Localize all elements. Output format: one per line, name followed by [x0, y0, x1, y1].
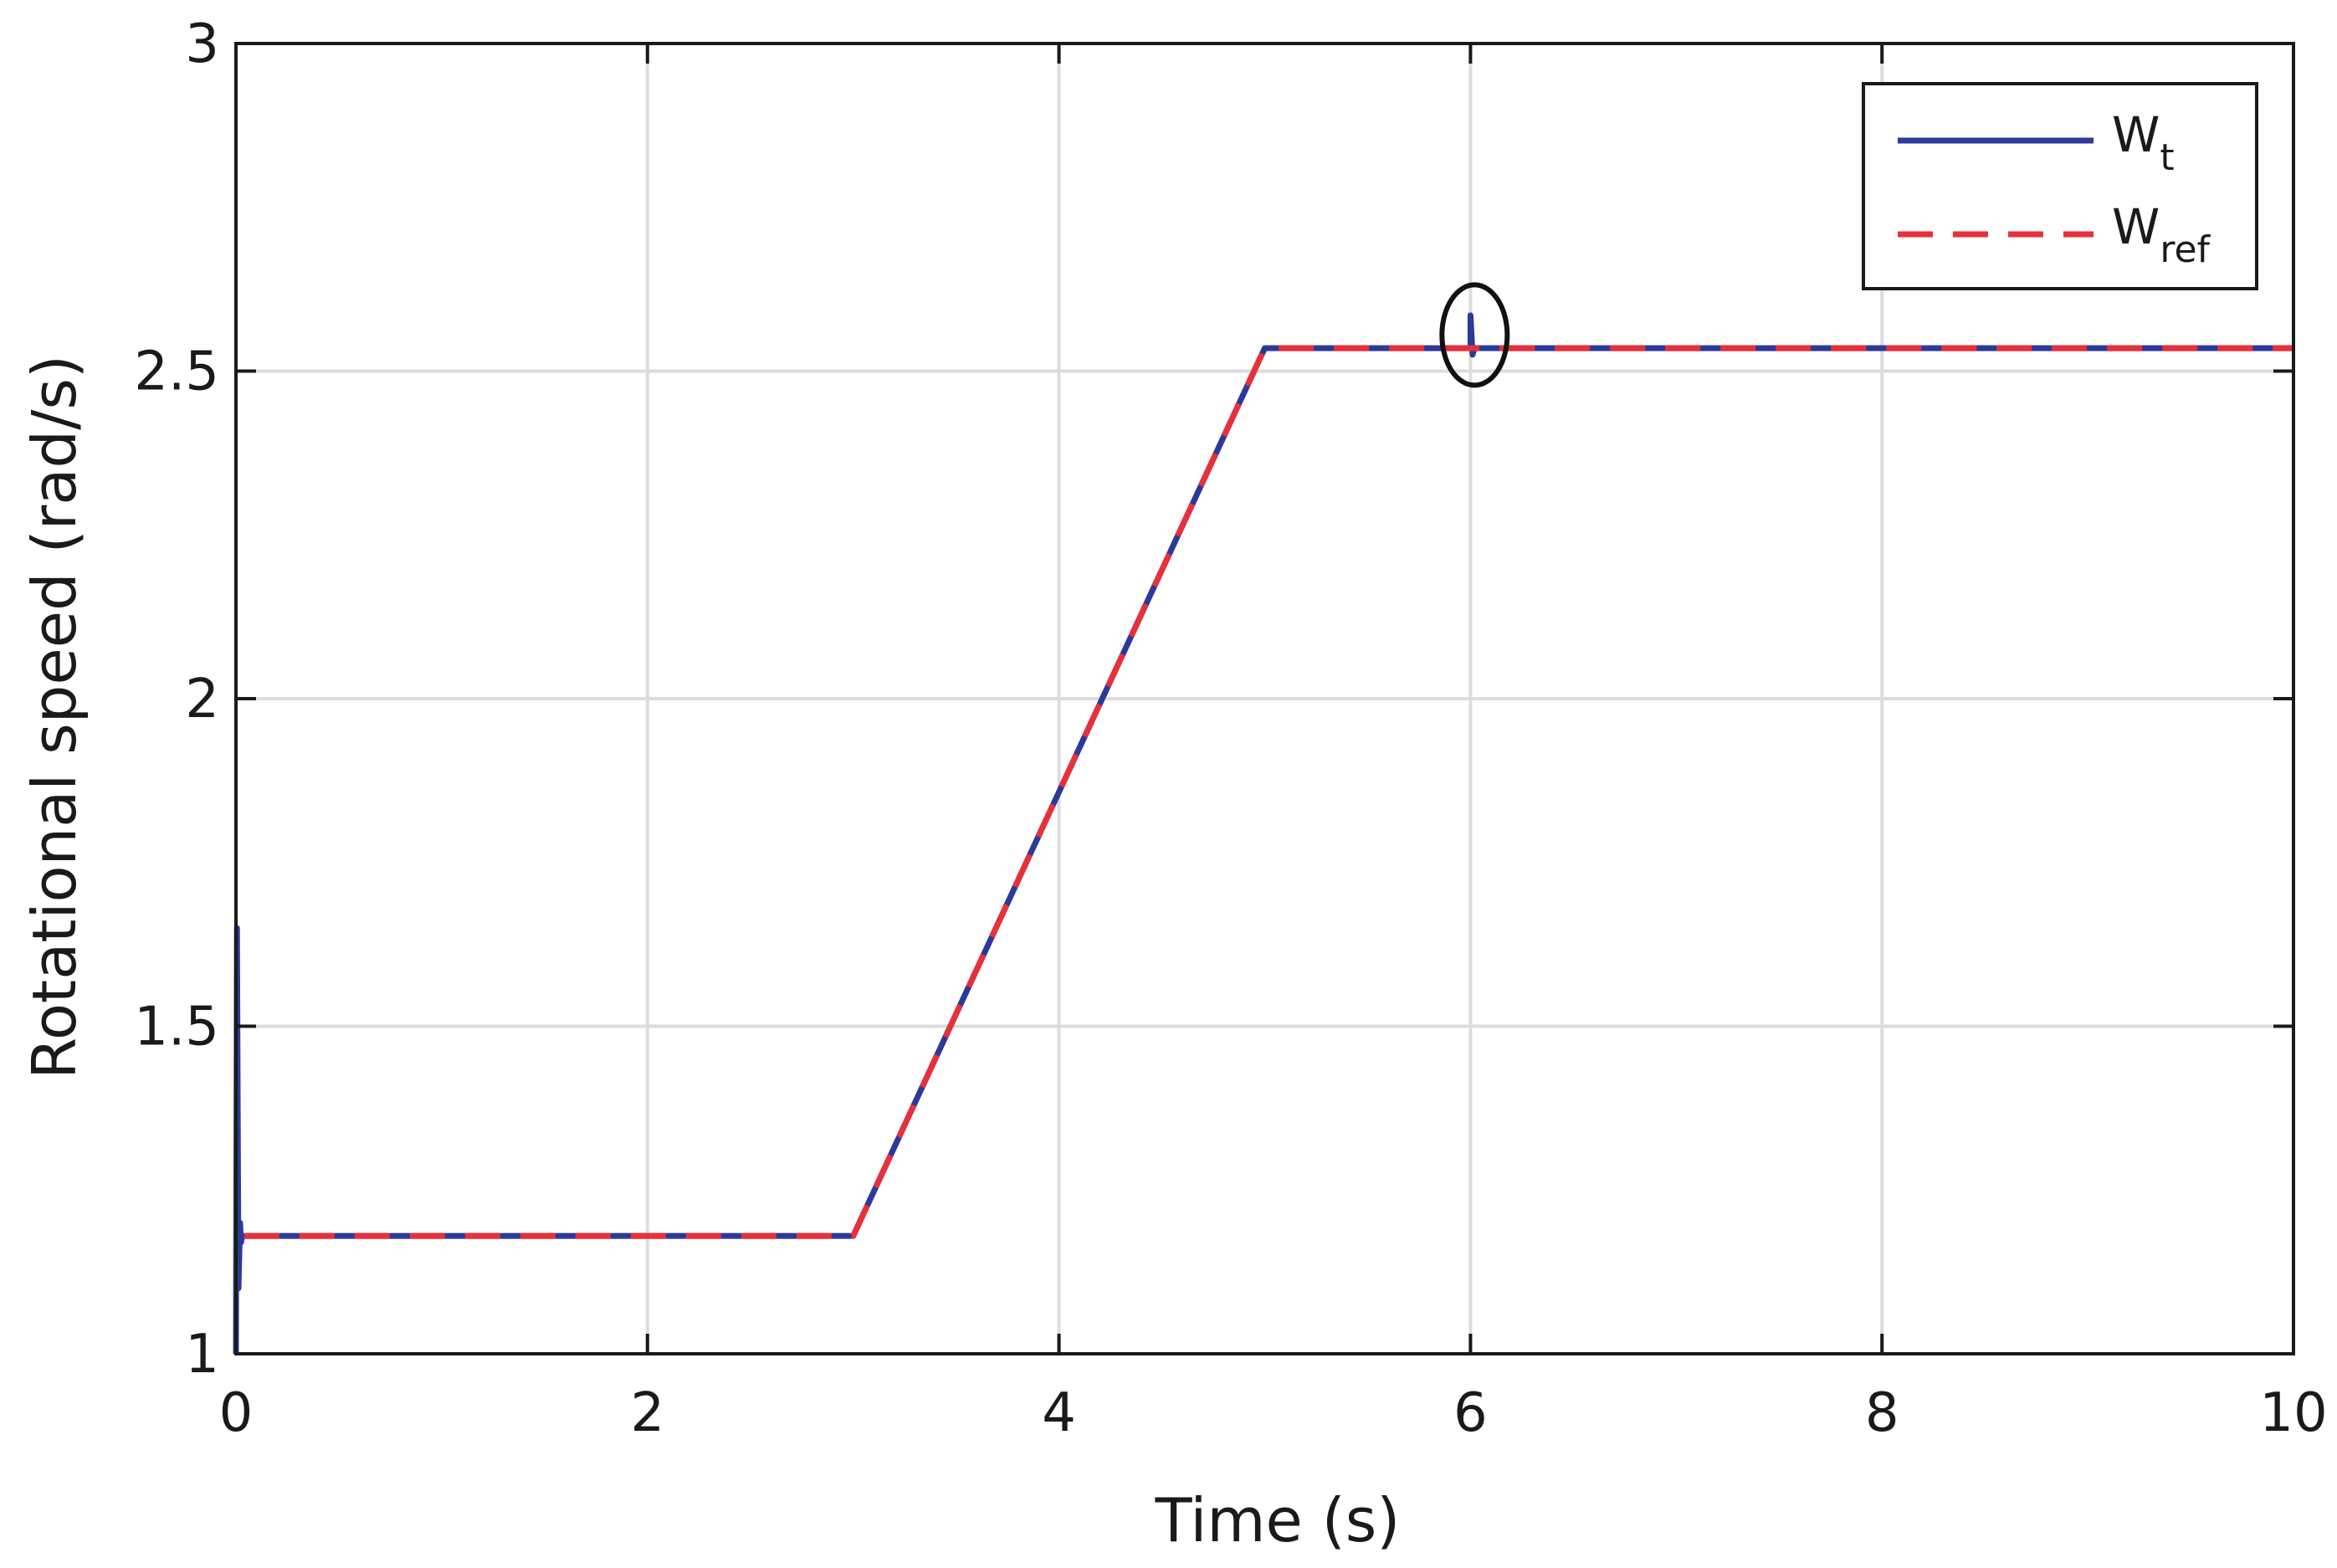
x-tick-label: 4 [1042, 1382, 1076, 1444]
series-line-ref [243, 345, 2293, 1239]
legend-label-wt: Wt [2112, 106, 2175, 179]
x-tick-label: 6 [1453, 1382, 1488, 1444]
y-axis-label: Rotational speed (rad/s) [19, 355, 90, 1079]
y-tick-label: 1 [185, 1324, 219, 1386]
legend-box [1862, 82, 2258, 290]
y-tick-labels: 1 1.5 2 2.5 3 [134, 13, 219, 1386]
series-layer [233, 312, 2293, 1355]
x-tick-label: 8 [1865, 1382, 1899, 1444]
x-tick-labels: 0 2 4 6 8 10 [219, 1382, 2328, 1444]
x-tick-label: 0 [219, 1382, 254, 1444]
y-tick-label: 2.5 [134, 341, 219, 403]
x-axis-label: Time (s) [1155, 1485, 1401, 1555]
annotation-layer [1439, 282, 1510, 388]
y-tick-label: 1.5 [134, 997, 219, 1058]
legend-label-wref: Wref [2112, 198, 2211, 271]
highlight-ellipse [1439, 282, 1510, 388]
x-tick-label: 2 [630, 1382, 664, 1444]
tick-marks [234, 42, 2295, 1355]
y-tick-label: 2 [185, 669, 219, 730]
y-tick-label: 3 [185, 13, 219, 75]
x-tick-label: 10 [2259, 1382, 2327, 1444]
legend: Wt Wref [1862, 82, 2258, 290]
